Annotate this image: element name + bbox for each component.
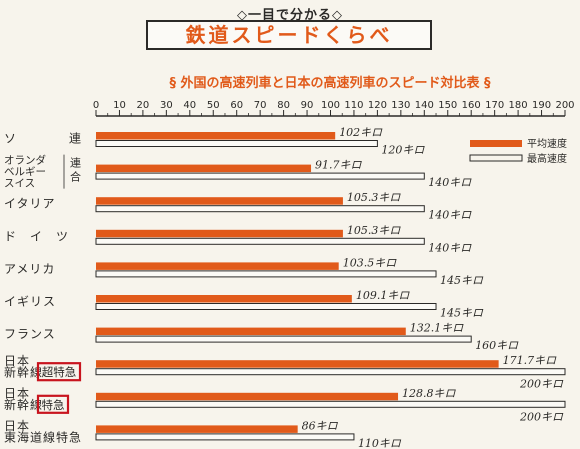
data-label-max: 140キロ [428,209,472,222]
data-label-max: 200キロ [519,410,564,423]
data-label-max: 140キロ [428,241,472,254]
category-label: アメリカ [4,262,55,276]
x-tick-label: 0 [93,100,99,111]
category-label: 東海道線特急 [4,430,82,445]
category-label: ベルギー [4,166,46,178]
category-badge: 特急 [42,398,65,412]
category-label: 新幹線 [4,364,43,379]
x-tick-label: 70 [254,100,267,111]
x-tick-label: 150 [438,100,457,111]
page-title: 鉄道スピードくらべ [146,20,432,50]
legend-swatch-average [470,140,522,147]
bar-average [96,360,499,368]
x-tick-label: 190 [532,100,551,111]
category-label: 日本 [4,354,30,368]
bar-max [95,400,566,408]
x-tick-label: 30 [160,100,173,111]
page-subtitle: ◇一目で分かる◇ [237,8,343,23]
legend-label-average: 平均速度 [527,137,567,150]
x-tick-label: 60 [230,100,243,111]
bar-max [95,303,437,310]
category-suffix: 連 [70,156,81,170]
x-tick-label: 120 [368,100,387,111]
x-tick-label: 130 [391,100,410,111]
x-tick-label: 100 [321,100,340,111]
data-label-max: 120キロ [381,144,425,157]
x-tick-label: 50 [207,100,220,111]
bar-average [96,164,312,173]
x-tick-label: 20 [137,100,150,111]
category-label: オランダ [4,154,46,167]
data-label-average: 105.3キロ [347,191,401,204]
header: ◇一目で分かる◇ 鉄道スピードくらべ [0,0,580,62]
x-tick-label: 160 [462,100,481,111]
bar-max [95,335,472,343]
category-label: ド イ ツ [4,229,69,243]
bar-max [95,140,378,147]
category-label: 日本 [4,419,30,433]
bar-max [95,237,425,245]
data-label-max: 145キロ [440,307,484,320]
x-tick-label: 80 [277,100,290,111]
category-label: フランス [4,327,56,341]
data-label-max: 145キロ [440,274,484,287]
data-label-average: 109.1キロ [356,289,410,302]
data-label-average: 132.1キロ [410,322,464,335]
x-tick-label: 40 [183,100,196,111]
category-suffix: 合 [70,170,81,184]
bar-max [95,172,425,180]
x-tick-label: 110 [344,100,363,111]
data-label-average: 86キロ [302,419,339,432]
category-label: 新幹線 [4,397,43,412]
bar-average [96,327,406,336]
bar-max [95,270,437,278]
category-label: イタリア [4,197,56,211]
x-tick-label: 200 [555,100,574,111]
data-label-max: 110キロ [358,437,402,449]
bar-max [95,368,566,376]
category-badge-frame [36,362,82,382]
category-label: スイス [4,178,35,190]
category-label: 日本 [4,387,30,401]
bar-average [96,392,399,401]
data-label-max: 140キロ [428,176,472,189]
x-tick-label: 170 [485,100,504,111]
legend-label-max: 最高速度 [527,152,567,165]
bar-average [96,262,339,270]
data-label-average: 128.8キロ [402,387,456,400]
legend-swatch-max [469,154,523,162]
bar-average [96,197,343,205]
category-label: ソ 連 [4,132,82,146]
data-label-average: 105.3キロ [347,224,401,237]
data-label-average: 91.7キロ [315,159,362,172]
data-label-average: 171.7キロ [503,354,557,367]
category-badge: 超特急 [42,365,77,379]
x-tick-label: 180 [509,100,528,111]
category-badge-frame [36,394,70,414]
bar-average [96,132,336,140]
bar-average [96,425,298,433]
data-label-max: 160キロ [475,339,519,352]
x-tick-label: 140 [415,100,434,111]
chart-title: § 外国の高速列車と日本の高速列車のスピード対比表 § [169,76,491,91]
data-label-average: 103.5キロ [343,256,397,269]
data-label-average: 102キロ [339,126,383,139]
bar-max [95,433,355,441]
category-label: イギリス [4,295,56,309]
x-tick-label: 90 [301,100,314,111]
x-tick-label: 10 [113,100,126,111]
bar-average [96,229,343,238]
bar-max [95,205,425,213]
bar-average [96,295,352,303]
data-label-max: 200キロ [519,378,564,391]
